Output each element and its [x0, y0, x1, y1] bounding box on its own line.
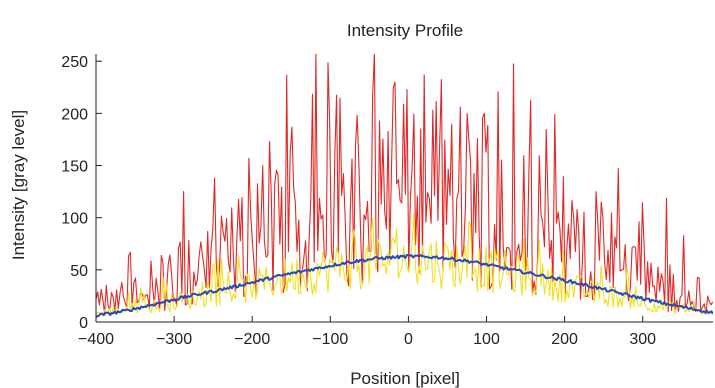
- x-tick-label: 200: [551, 331, 578, 348]
- chart-title: Intensity Profile: [347, 21, 463, 40]
- y-tick-label: 250: [61, 54, 88, 71]
- y-tick-label: 100: [61, 211, 88, 228]
- y-tick-label: 200: [61, 106, 88, 123]
- x-tick-label: −300: [156, 331, 192, 348]
- ticks-layer: −400 −300 −200 −100 0 100 200 300 0 50 100 150 200 25…: [61, 54, 656, 348]
- x-tick-label: 300: [629, 331, 656, 348]
- y-tick-label: 150: [61, 159, 88, 176]
- y-axis-label: Intensity [gray level]: [9, 110, 28, 260]
- series-line-1: [96, 212, 713, 317]
- series-layer: [96, 54, 713, 318]
- x-axis-label: Position [pixel]: [350, 369, 460, 388]
- x-tick-label: 0: [404, 331, 413, 348]
- x-tick-label: −100: [312, 331, 348, 348]
- x-tick-label: −400: [78, 331, 114, 348]
- axes-layer: [95, 54, 713, 323]
- series-line-0: [96, 54, 713, 315]
- series-line-2: [96, 253, 713, 318]
- x-tick-label: −200: [234, 331, 270, 348]
- y-tick-label: 50: [70, 263, 88, 280]
- y-tick-label: 0: [79, 315, 88, 332]
- x-tick-label: 100: [473, 331, 500, 348]
